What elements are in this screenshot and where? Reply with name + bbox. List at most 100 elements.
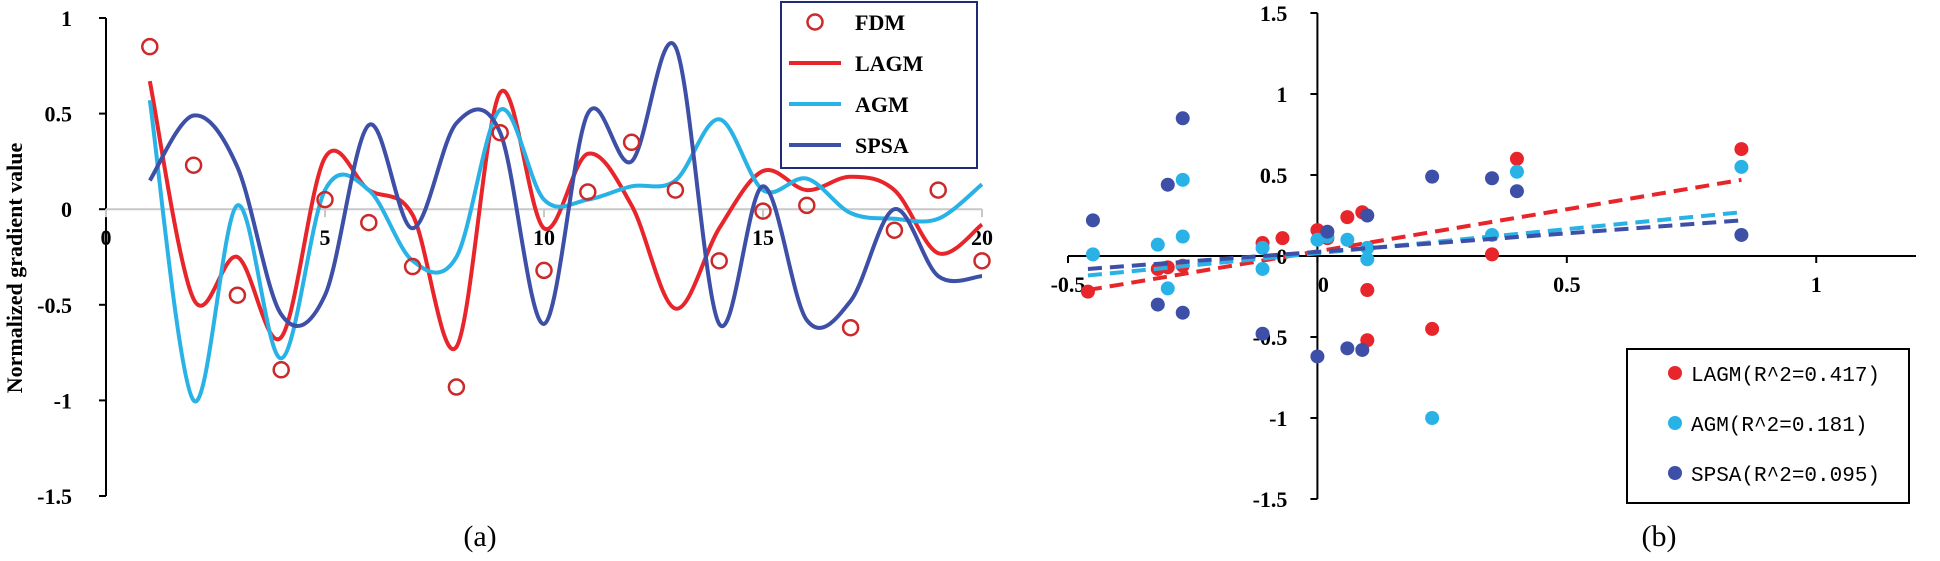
panel-b-lagm-point <box>1509 151 1524 166</box>
panel-b-lagm-point <box>1425 321 1440 336</box>
panel-b-legend-label: SPSA(R^2=0.095) <box>1691 465 1880 488</box>
panel-b-lagm-point <box>1734 142 1749 157</box>
panel-b-x-tick-label: 1 <box>1811 272 1822 297</box>
panel-a-fdm-marker <box>579 183 597 201</box>
panel-b-series-agm <box>1085 159 1749 425</box>
panel-b-x-tick-label: 0 <box>1318 272 1329 297</box>
panel-b-agm-point <box>1255 261 1270 276</box>
panel-b-lagm-point <box>1360 283 1375 298</box>
panel-b-spsa-point <box>1355 342 1370 357</box>
panel-b-lagm-trendline <box>1087 177 1742 292</box>
panel-b-agm-point <box>1509 164 1524 179</box>
panel-a-fdm-marker <box>360 213 378 232</box>
panel-a-y-tick-label: 0.5 <box>45 102 73 127</box>
panel-a-y-axis-label: Normalized gradient value <box>2 143 27 394</box>
panel-b-lagm-point <box>1485 247 1499 262</box>
panel-b-agm-point <box>1175 172 1190 187</box>
panel-b-agm-point <box>1255 240 1270 255</box>
panel-a-y-tick-label: -1.5 <box>37 484 72 509</box>
panel-b-spsa-point <box>1150 297 1165 312</box>
panel-b-y-tick-label: -1.5 <box>1253 487 1288 512</box>
panel-b-spsa-trendline <box>1087 218 1742 271</box>
panel-a-legend-marker <box>806 13 824 31</box>
panel-a-series-fdm <box>141 37 991 396</box>
panel-b-agm-trendline <box>1087 210 1742 278</box>
panel-b-lagm-point <box>1080 284 1095 299</box>
panel-a-fdm-marker <box>184 156 203 174</box>
panel-b-spsa-point <box>1509 184 1524 199</box>
panel-b-spsa-point <box>1255 326 1270 341</box>
panel-b-legend-label: AGM(R^2=0.181) <box>1691 415 1867 438</box>
panel-b-agm-point <box>1425 411 1440 425</box>
panel-a-series <box>141 37 991 404</box>
panel-b-spsa-point <box>1340 341 1355 356</box>
panel-b-legend-marker <box>1668 466 1682 480</box>
panel-b-scatter-chart: 1.510.50-0.5-1-1.5-0.5 0 0.5 1 LAGM(R^2=0.4… <box>1051 1 1916 553</box>
panel-b-spsa-point <box>1360 208 1375 223</box>
panel-b-x-tick-label: 0.5 <box>1553 272 1581 297</box>
panel-a-fdm-marker <box>754 202 772 220</box>
panel-b-agm-point <box>1175 229 1190 244</box>
panel-a-fdm-marker <box>885 221 904 239</box>
panel-b-agm-point <box>1734 159 1749 174</box>
panel-b-series-spsa <box>1085 111 1749 364</box>
panel-b-lagm-point <box>1340 210 1355 225</box>
panel-b-y-tick-label: -1 <box>1269 406 1287 431</box>
panel-a-fdm-marker <box>228 286 247 304</box>
panel-b-spsa-point <box>1320 224 1335 239</box>
panel-b-spsa-point <box>1734 227 1749 242</box>
panel-a-fdm-marker <box>622 133 641 152</box>
panel-b-agm-point <box>1360 240 1375 255</box>
panel-a-fdm-marker <box>929 181 947 199</box>
panel-b-spsa-point <box>1425 169 1440 184</box>
panel-a-x-tick-label: 5 <box>320 225 331 250</box>
panel-b-spsa-point <box>1085 213 1100 228</box>
panel-a-series-agm <box>147 99 984 404</box>
panel-b-legend-marker <box>1668 416 1682 430</box>
panel-a-fdm-marker <box>272 361 290 379</box>
panel-b-agm-point <box>1150 237 1165 252</box>
panel-a-agm-line <box>147 99 984 404</box>
panel-a-y-tick-label: 0 <box>61 197 72 222</box>
panel-a-fdm-marker <box>535 261 553 280</box>
panel-b-caption: (b) <box>1642 520 1677 553</box>
panel-a-fdm-marker <box>447 378 466 396</box>
panel-a-fdm-marker <box>973 252 991 270</box>
panel-a-fdm-marker <box>710 252 728 270</box>
panel-b-series <box>1080 111 1749 425</box>
panel-b-agm-point <box>1085 247 1100 262</box>
panel-b-legend-item: AGM(R^2=0.181) <box>1668 415 1867 438</box>
panel-b-spsa-point <box>1175 111 1190 126</box>
panel-a-legend-label: LAGM <box>855 51 924 76</box>
panel-b-spsa-point <box>1485 171 1499 186</box>
panel-b-legend: LAGM(R^2=0.417) AGM(R^2=0.181) SPSA(R^2=0.… <box>1626 348 1910 504</box>
panel-b-legend-item: LAGM(R^2=0.417) <box>1668 365 1880 388</box>
panel-b-spsa-point <box>1310 349 1325 364</box>
panel-b-y-tick-label: 1.5 <box>1260 1 1288 26</box>
panel-a-fdm-marker <box>403 257 422 276</box>
panel-a-y-tick-label: -0.5 <box>37 293 72 318</box>
panel-a-fdm-marker <box>666 181 685 199</box>
panel-a-fdm-marker <box>841 318 860 337</box>
panel-b-y-tick-label: 0 <box>1276 244 1287 269</box>
panel-a-x-tick-label: 10 <box>533 225 555 250</box>
panel-a-legend-label: SPSA <box>855 133 909 158</box>
panel-b-y-tick-label: 1 <box>1276 82 1287 107</box>
panel-b-spsa-point <box>1160 177 1175 192</box>
panel-a-series-spsa <box>148 41 983 330</box>
panel-b-lagm-point <box>1275 231 1290 246</box>
panel-a-line-chart: Normalized gradient value 1 0.5 0 -0.5 -1 -1.… <box>2 1 993 553</box>
panel-a-fdm-marker <box>798 196 816 215</box>
panel-b-agm-point <box>1160 281 1175 296</box>
panel-b-agm-point <box>1360 252 1375 267</box>
panel-a-x-tick-label: 0 <box>101 225 112 250</box>
panel-a-fdm-marker <box>491 123 509 142</box>
panel-b-legend-label: LAGM(R^2=0.417) <box>1691 365 1880 388</box>
panel-a-legend-item: SPSA <box>789 133 909 158</box>
panel-a-caption: (a) <box>463 520 496 553</box>
panel-b-spsa-point <box>1175 305 1190 320</box>
panel-a-x-tick-label: 15 <box>752 225 774 250</box>
panel-a-y-tick-label: 1 <box>61 6 72 31</box>
panel-b-legend-marker <box>1668 366 1682 380</box>
